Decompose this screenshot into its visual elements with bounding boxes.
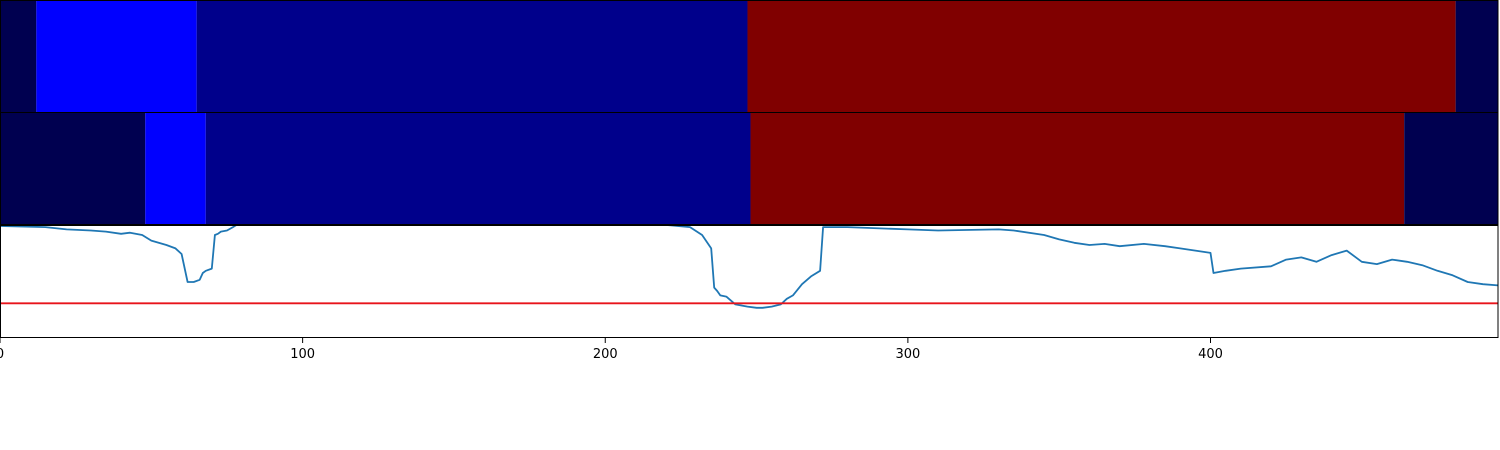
series-lines <box>0 226 1499 309</box>
band-2-segment-3 <box>205 113 751 225</box>
line-panel-background <box>0 226 1500 338</box>
band-1-segment-5 <box>1455 1 1498 113</box>
band-2-segment-4 <box>750 113 1405 225</box>
panel-frame-3 <box>0 225 1499 338</box>
line-panel <box>0 226 1500 338</box>
panel-frame-2 <box>0 112 1499 225</box>
x-tick-label: 300 <box>895 347 920 362</box>
panel-frames <box>0 0 1499 338</box>
band-2-segment-2 <box>145 113 206 225</box>
segment-bands <box>0 1 1498 225</box>
x-tick-label: 0 <box>0 347 4 362</box>
x-axis: 0 100 200 300 400 <box>0 338 1223 362</box>
band-1-segment-4 <box>747 1 1456 113</box>
band-1-segment-3 <box>196 1 748 113</box>
series-line <box>0 226 1499 309</box>
segment-band-2 <box>0 113 1498 225</box>
band-1-segment-1 <box>0 1 37 113</box>
band-2-segment-5 <box>1404 113 1498 225</box>
band-1-segment-2 <box>36 1 197 113</box>
x-tick-label: 100 <box>290 347 315 362</box>
x-tick-label: 400 <box>1198 347 1223 362</box>
band-2-segment-1 <box>0 113 146 225</box>
segment-band-1 <box>0 1 1498 113</box>
x-tick-label: 200 <box>593 347 618 362</box>
